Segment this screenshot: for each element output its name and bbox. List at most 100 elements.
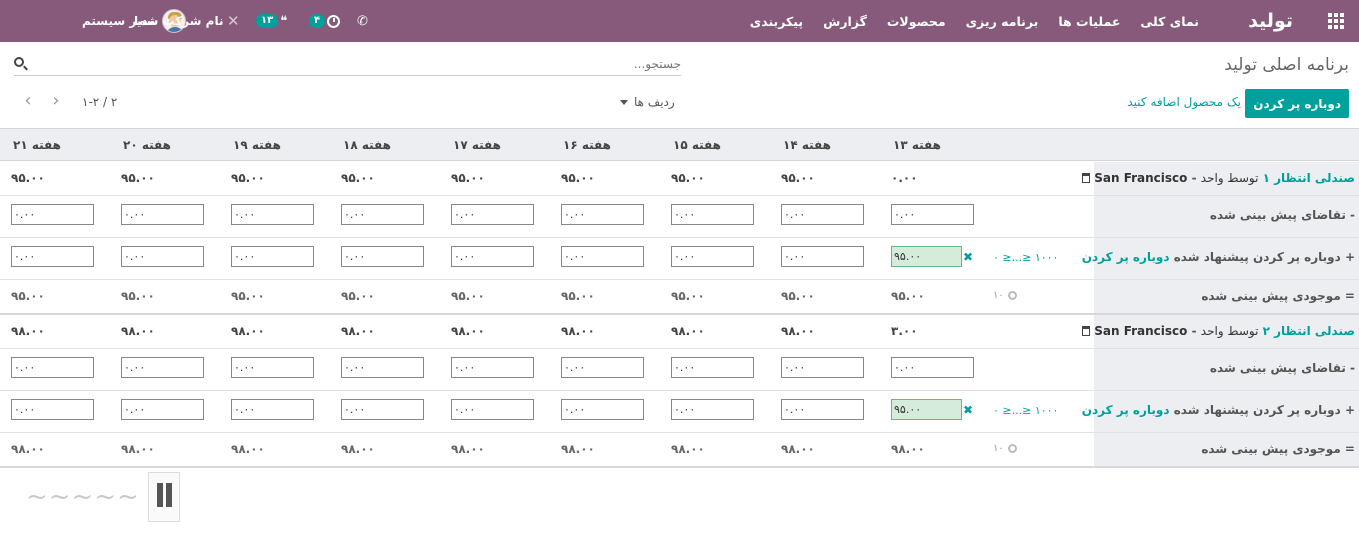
- search-icon[interactable]: [14, 57, 24, 67]
- search-bar: [14, 54, 681, 76]
- forecasted-stock-value: ۹۸.۰۰: [891, 442, 925, 456]
- replenish-row-link[interactable]: دوباره پر کردن: [1081, 403, 1170, 417]
- forecast-demand-input[interactable]: [231, 204, 314, 225]
- chat-menu[interactable]: ۱۳ ❝: [256, 0, 287, 42]
- forecasted-stock-label: = موجودی پیش بینی شده: [1201, 442, 1355, 456]
- replenish-row-link[interactable]: دوباره پر کردن: [1081, 250, 1170, 264]
- row-divider: [0, 237, 1359, 238]
- product-divider: [0, 313, 1359, 315]
- rows-dropdown[interactable]: ردیف ها: [620, 95, 675, 109]
- starting-inventory-value: ۰.۰۰: [891, 171, 918, 185]
- reset-replenish-icon[interactable]: ✖: [963, 403, 974, 417]
- suggested-replenish-input[interactable]: [891, 399, 962, 420]
- suggested-replenish-input[interactable]: [891, 246, 962, 267]
- clock-icon: [327, 14, 341, 28]
- menu-overview[interactable]: نمای کلی: [1140, 13, 1199, 29]
- menu-operations[interactable]: عملیات ها: [1058, 13, 1121, 29]
- suggested-replenish-input[interactable]: [561, 246, 644, 267]
- user-menu[interactable]: مدیر سیستم: [82, 0, 186, 42]
- forecast-demand-input[interactable]: [891, 204, 974, 225]
- forecasted-stock-value: ۹۸.۰۰: [231, 442, 265, 456]
- starting-inventory-value: ۳.۰۰: [891, 324, 918, 338]
- reset-replenish-icon[interactable]: ✖: [963, 250, 974, 264]
- menu-configuration[interactable]: پیکربندی: [749, 13, 804, 29]
- suggested-replenish-input[interactable]: [11, 246, 94, 267]
- trash-icon[interactable]: [1082, 326, 1091, 336]
- row-divider: [0, 390, 1359, 391]
- suggested-replenish-input[interactable]: [451, 246, 534, 267]
- suggested-replenish-input[interactable]: [781, 246, 864, 267]
- menu-products[interactable]: محصولات: [886, 13, 946, 29]
- menu-reporting[interactable]: گزارش: [823, 13, 867, 29]
- forecasted-stock-value: ۹۸.۰۰: [561, 442, 595, 456]
- forecast-demand-input[interactable]: [671, 357, 754, 378]
- suggested-replenish-input[interactable]: [121, 246, 204, 267]
- week-header: هفته ۲۰: [123, 138, 171, 152]
- suggested-replenish-input[interactable]: [341, 399, 424, 420]
- safety-stock-value: ۱۰: [993, 443, 1004, 454]
- forecast-demand-input[interactable]: [11, 204, 94, 225]
- replenish-button[interactable]: دوباره پر کردن: [1245, 89, 1349, 118]
- pager-value[interactable]: ۱-۲ / ۲: [82, 95, 118, 109]
- app-name[interactable]: تولید: [1248, 10, 1293, 32]
- suggested-replenish-input[interactable]: [121, 399, 204, 420]
- phone-icon[interactable]: ✆: [357, 13, 368, 29]
- forecast-demand-input[interactable]: [341, 204, 424, 225]
- add-product-link[interactable]: یک محصول اضافه کنید: [1127, 95, 1241, 109]
- safety-stock-indicator-icon: [1007, 444, 1017, 453]
- close-icon[interactable]: ✕: [227, 12, 240, 30]
- suggested-replenish-label: + دوباره پر کردن پیشنهاد شده دوباره پر ک…: [1082, 403, 1355, 417]
- forecasted-stock-value: ۹۸.۰۰: [451, 442, 485, 456]
- suggested-replenish-input[interactable]: [451, 399, 534, 420]
- forecasted-stock-value: ۹۵.۰۰: [671, 289, 705, 303]
- suggested-replenish-input[interactable]: [11, 399, 94, 420]
- user-name: مدیر سیستم: [82, 14, 156, 28]
- suggested-replenish-input[interactable]: [671, 246, 754, 267]
- apps-grid-icon[interactable]: [1327, 0, 1345, 42]
- forecast-demand-input[interactable]: [891, 357, 974, 378]
- suggested-replenish-input[interactable]: [231, 399, 314, 420]
- suggested-replenish-input[interactable]: [671, 399, 754, 420]
- product-divider: [0, 466, 1359, 468]
- pager-previous-icon[interactable]: ›: [52, 90, 60, 111]
- product-name-link[interactable]: صندلی انتظار ۱: [1262, 171, 1355, 185]
- forecast-demand-input[interactable]: [231, 357, 314, 378]
- search-input[interactable]: [41, 54, 681, 74]
- forecast-demand-input[interactable]: [341, 357, 424, 378]
- suggested-replenish-input[interactable]: [341, 246, 424, 267]
- company-switcher[interactable]: نام شرکت شما: [134, 0, 223, 42]
- suggested-replenish-text: + دوباره پر کردن پیشنهاد شده: [1173, 403, 1355, 417]
- trash-icon[interactable]: [1082, 173, 1091, 183]
- safety-stock: ۱۰: [993, 443, 1017, 454]
- product-name-link[interactable]: صندلی انتظار ۲: [1262, 324, 1355, 338]
- forecast-demand-input[interactable]: [121, 204, 204, 225]
- suggested-replenish-input[interactable]: [231, 246, 314, 267]
- forecast-demand-input[interactable]: [121, 357, 204, 378]
- forecast-demand-label: - تقاضای پیش بینی شده: [1209, 208, 1355, 222]
- forecasted-stock-label: = موجودی پیش بینی شده: [1201, 289, 1355, 303]
- forecasted-stock-value: ۹۸.۰۰: [11, 442, 45, 456]
- min-max-range-link[interactable]: ۰ ≥...≥ ۱۰۰۰: [993, 404, 1059, 417]
- suggested-replenish-input[interactable]: [561, 399, 644, 420]
- forecast-demand-input[interactable]: [781, 357, 864, 378]
- pager-next-icon[interactable]: ‹: [24, 90, 32, 111]
- forecast-demand-input[interactable]: [781, 204, 864, 225]
- week-header: هفته ۱۸: [343, 138, 391, 152]
- forecasted-stock-value: ۹۵.۰۰: [451, 289, 485, 303]
- forecast-demand-input[interactable]: [451, 357, 534, 378]
- suggested-replenish-input[interactable]: [781, 399, 864, 420]
- min-max-range-link[interactable]: ۰ ≥...≥ ۱۰۰۰: [993, 251, 1059, 264]
- menu-planning[interactable]: برنامه ریزی: [965, 13, 1039, 29]
- forecast-demand-input[interactable]: [671, 204, 754, 225]
- forecast-demand-input[interactable]: [561, 204, 644, 225]
- avatar: [161, 9, 186, 33]
- activity-menu[interactable]: ۴: [309, 0, 341, 42]
- forecast-demand-input[interactable]: [561, 357, 644, 378]
- warehouse-name: San Francisco: [1094, 171, 1188, 185]
- forecast-demand-input[interactable]: [451, 204, 534, 225]
- forecasted-stock-value: ۹۵.۰۰: [341, 289, 375, 303]
- starting-inventory-value: ۹۵.۰۰: [121, 171, 155, 185]
- week-header: هفته ۱۳: [893, 138, 941, 152]
- unit-text: توسط واحد: [1200, 324, 1259, 338]
- forecast-demand-input[interactable]: [11, 357, 94, 378]
